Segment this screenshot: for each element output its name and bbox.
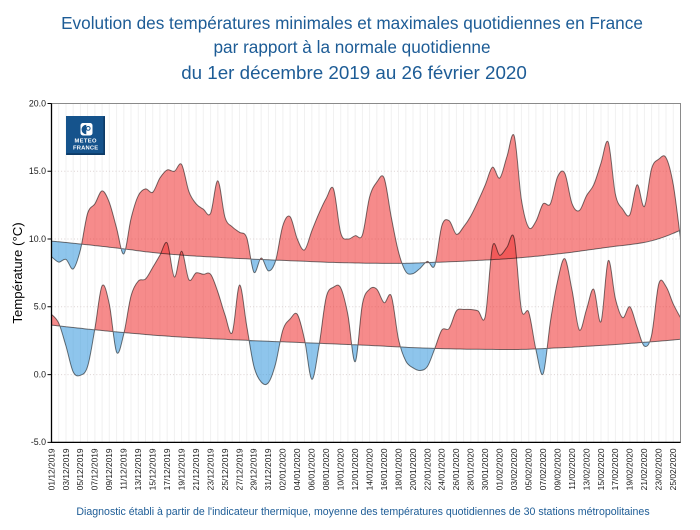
svg-text:10.0: 10.0 xyxy=(29,234,46,244)
svg-text:31/12/2019: 31/12/2019 xyxy=(263,448,273,490)
svg-text:02/01/2020: 02/01/2020 xyxy=(278,448,288,490)
svg-text:24/01/2020: 24/01/2020 xyxy=(437,448,447,490)
svg-text:13/12/2019: 13/12/2019 xyxy=(133,448,143,490)
svg-text:21/02/2020: 21/02/2020 xyxy=(639,448,649,490)
svg-text:5.0: 5.0 xyxy=(34,302,46,312)
svg-text:18/01/2020: 18/01/2020 xyxy=(393,448,403,490)
svg-text:19/02/2020: 19/02/2020 xyxy=(625,448,635,490)
svg-text:23/12/2019: 23/12/2019 xyxy=(205,448,215,490)
svg-text:13/02/2020: 13/02/2020 xyxy=(581,448,591,490)
svg-text:-5.0: -5.0 xyxy=(31,437,46,447)
svg-text:28/01/2020: 28/01/2020 xyxy=(466,448,476,490)
svg-text:08/01/2020: 08/01/2020 xyxy=(321,448,331,490)
svg-text:09/02/2020: 09/02/2020 xyxy=(552,448,562,490)
svg-text:26/01/2020: 26/01/2020 xyxy=(451,448,461,490)
svg-text:14/01/2020: 14/01/2020 xyxy=(364,448,374,490)
svg-text:METEO: METEO xyxy=(75,138,98,144)
svg-text:06/01/2020: 06/01/2020 xyxy=(307,448,317,490)
svg-text:05/02/2020: 05/02/2020 xyxy=(524,448,534,490)
svg-text:16/01/2020: 16/01/2020 xyxy=(379,448,389,490)
svg-text:25/02/2020: 25/02/2020 xyxy=(668,448,678,490)
svg-text:10/01/2020: 10/01/2020 xyxy=(336,448,346,490)
svg-text:30/01/2020: 30/01/2020 xyxy=(480,448,490,490)
svg-text:20/01/2020: 20/01/2020 xyxy=(408,448,418,490)
svg-text:Température (°C): Température (°C) xyxy=(10,222,25,323)
svg-text:11/12/2019: 11/12/2019 xyxy=(119,448,129,490)
svg-text:07/12/2019: 07/12/2019 xyxy=(90,448,100,490)
svg-text:15/12/2019: 15/12/2019 xyxy=(148,448,158,490)
svg-text:01/12/2019: 01/12/2019 xyxy=(46,448,56,490)
svg-text:03/02/2020: 03/02/2020 xyxy=(509,448,519,490)
svg-text:22/01/2020: 22/01/2020 xyxy=(422,448,432,490)
svg-text:20.0: 20.0 xyxy=(29,98,46,108)
svg-text:17/12/2019: 17/12/2019 xyxy=(162,448,172,490)
svg-text:29/12/2019: 29/12/2019 xyxy=(249,448,259,490)
svg-text:01/02/2020: 01/02/2020 xyxy=(495,448,505,490)
svg-text:25/12/2019: 25/12/2019 xyxy=(220,448,230,490)
svg-text:19/12/2019: 19/12/2019 xyxy=(176,448,186,490)
svg-text:11/02/2020: 11/02/2020 xyxy=(567,448,577,490)
svg-text:15.0: 15.0 xyxy=(29,166,46,176)
svg-text:12/01/2020: 12/01/2020 xyxy=(350,448,360,490)
svg-text:05/12/2019: 05/12/2019 xyxy=(75,448,85,490)
svg-text:07/02/2020: 07/02/2020 xyxy=(538,448,548,490)
svg-text:03/12/2019: 03/12/2019 xyxy=(61,448,71,490)
svg-text:09/12/2019: 09/12/2019 xyxy=(104,448,114,490)
svg-text:04/01/2020: 04/01/2020 xyxy=(292,448,302,490)
svg-text:17/02/2020: 17/02/2020 xyxy=(610,448,620,490)
svg-text:27/12/2019: 27/12/2019 xyxy=(234,448,244,490)
svg-text:15/02/2020: 15/02/2020 xyxy=(596,448,606,490)
svg-text:FRANCE: FRANCE xyxy=(73,145,98,151)
svg-text:21/12/2019: 21/12/2019 xyxy=(191,448,201,490)
svg-text:23/02/2020: 23/02/2020 xyxy=(654,448,664,490)
svg-text:0.0: 0.0 xyxy=(34,370,46,380)
